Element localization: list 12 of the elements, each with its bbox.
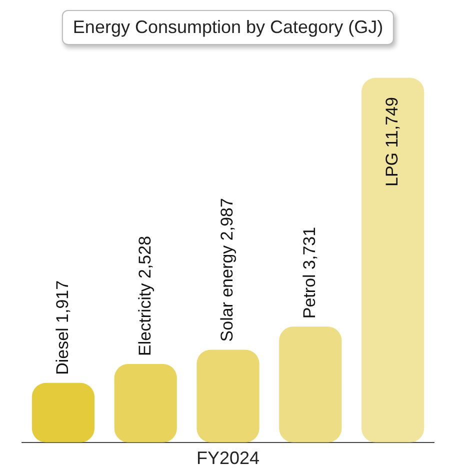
data-label: Electricity 2,528 (135, 236, 154, 356)
bar (361, 78, 424, 442)
data-label: Diesel 1,917 (52, 280, 72, 375)
data-label: Solar energy 2,987 (218, 198, 237, 342)
bar (279, 326, 342, 442)
x-axis-title: FY2024 (196, 448, 260, 468)
data-label: LPG 11,749 (382, 97, 402, 187)
data-label: Petrol 3,731 (300, 226, 320, 319)
bar (32, 382, 95, 442)
chart-title: Energy Consumption by Category (GJ) (62, 10, 394, 45)
bar (114, 364, 177, 442)
bar (196, 350, 260, 442)
